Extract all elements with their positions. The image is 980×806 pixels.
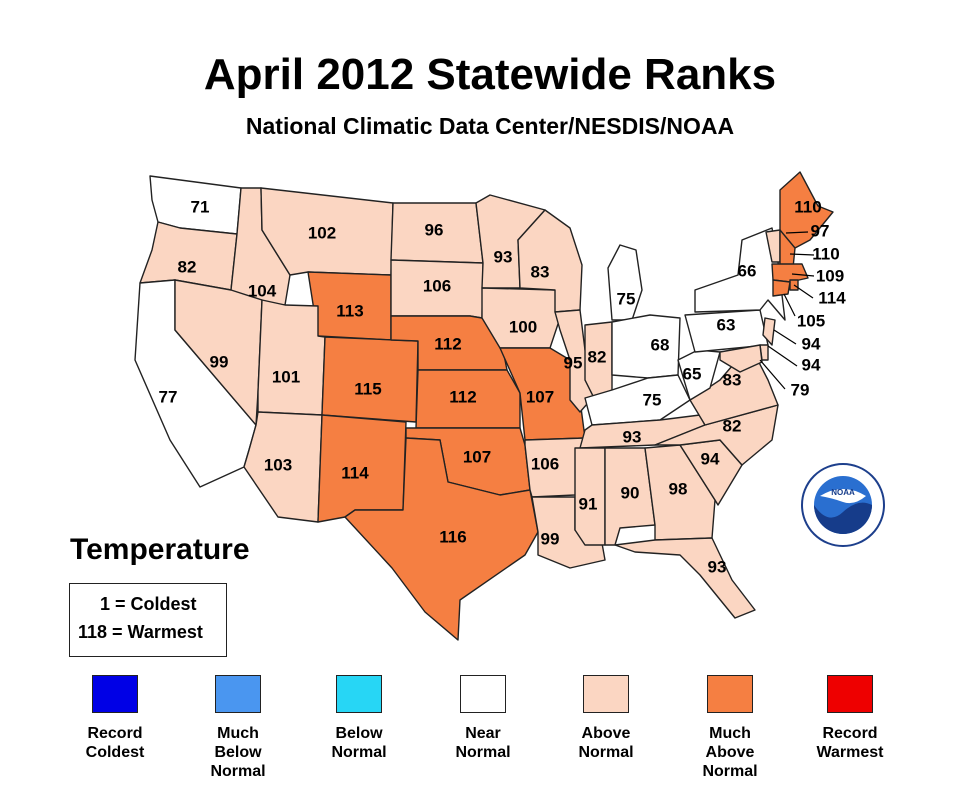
state-nj [762, 317, 776, 346]
rank-label-tx: 116 [439, 527, 466, 546]
legend-swatch [460, 675, 506, 713]
state-ct [772, 279, 791, 297]
rank-label-ks: 112 [449, 387, 476, 406]
state-mo [499, 347, 586, 441]
rank-label-vt: 97 [811, 221, 830, 240]
rank-label-nh: 110 [812, 244, 839, 263]
state-il [554, 309, 596, 413]
rank-label-az: 103 [264, 455, 292, 474]
state-ms [574, 447, 606, 546]
rank-label-la: 99 [541, 529, 560, 548]
rank-label-wy: 113 [336, 301, 363, 320]
rank-label-wv: 65 [683, 364, 702, 383]
rank-label-ky: 75 [643, 390, 662, 409]
legend-label: Above Normal [578, 725, 634, 761]
rank-label-wa: 71 [191, 197, 210, 216]
state-ks [415, 369, 521, 429]
rank-label-tn: 93 [623, 427, 642, 446]
rank-label-ia: 100 [509, 317, 537, 336]
rank-label-ne: 112 [434, 334, 461, 353]
legend-swatch [215, 675, 261, 713]
rank-label-nj: 94 [802, 334, 821, 353]
rank-label-va: 83 [723, 370, 742, 389]
state-nc [654, 404, 779, 466]
rank-label-oh: 68 [651, 335, 670, 354]
rank-label-nc: 82 [723, 416, 742, 435]
rank-label-wi: 83 [531, 262, 550, 281]
noaa-logo: NOAA [801, 463, 885, 547]
rank-label-sd: 106 [423, 276, 451, 295]
rank-label-id: 104 [248, 281, 277, 300]
rank-label-mo: 107 [526, 387, 554, 406]
legend-label: Record Warmest [816, 725, 884, 761]
state-tx [344, 437, 539, 641]
state-fl [614, 537, 756, 619]
svg-text:NOAA: NOAA [831, 488, 855, 497]
rank-label-ga: 98 [669, 479, 688, 498]
legend-label: Much Above Normal [702, 725, 758, 780]
rank-label-pa: 63 [717, 315, 736, 334]
rank-label-ct: 105 [797, 311, 825, 330]
rank-label-mi: 75 [617, 289, 636, 308]
legend-swatch [92, 675, 138, 713]
rank-label-ny: 66 [738, 261, 757, 280]
rank-label-or: 82 [178, 257, 197, 276]
legend-label: Much Below Normal [210, 725, 266, 780]
rank-label-de: 94 [802, 355, 821, 374]
rank-label-ma: 109 [816, 266, 844, 285]
map-title: April 2012 Statewide Ranks [203, 50, 777, 99]
rank-label-ri: 114 [818, 288, 846, 307]
rank-label-fl: 93 [708, 557, 727, 576]
state-mi [607, 244, 643, 321]
state-ma [771, 263, 809, 283]
rank-label-in: 82 [588, 347, 607, 366]
rank-label-ok: 107 [463, 447, 491, 466]
rank-label-il: 95 [564, 353, 583, 372]
rank-label-co: 115 [354, 379, 381, 398]
state-oh [611, 314, 681, 379]
rank-label-mn: 93 [494, 247, 513, 266]
legend-label: Record Coldest [85, 725, 145, 761]
key-warmest: 118 = Warmest [78, 622, 203, 642]
rank-label-ar: 106 [531, 454, 559, 473]
rank-label-md: 79 [791, 380, 810, 399]
rank-label-nd: 96 [425, 220, 444, 239]
rank-label-me: 110 [794, 197, 821, 216]
state-md [719, 344, 763, 373]
key-coldest: 1 = Coldest [100, 594, 197, 614]
legend-swatch [336, 675, 382, 713]
legend-swatch [583, 675, 629, 713]
rank-label-ca: 77 [159, 387, 178, 406]
rank-label-nv: 99 [210, 352, 229, 371]
legend-label: Near Normal [455, 725, 511, 761]
rank-label-sc: 94 [701, 449, 720, 468]
legend-label: Below Normal [331, 725, 387, 761]
rank-label-ms: 91 [579, 494, 598, 513]
rank-label-nm: 114 [341, 463, 369, 482]
rank-label-al: 90 [621, 483, 640, 502]
legend-swatch [827, 675, 873, 713]
map-subtitle: National Climatic Data Center/NESDIS/NOA… [245, 113, 735, 139]
rank-key: 1 = Coldest 118 = Warmest [69, 583, 227, 657]
temperature-heading: Temperature [70, 533, 250, 566]
state-ut [257, 299, 326, 416]
state-or [139, 221, 238, 291]
rank-label-ut: 101 [272, 367, 300, 386]
rank-label-mt: 102 [308, 223, 336, 242]
legend-swatch [707, 675, 753, 713]
